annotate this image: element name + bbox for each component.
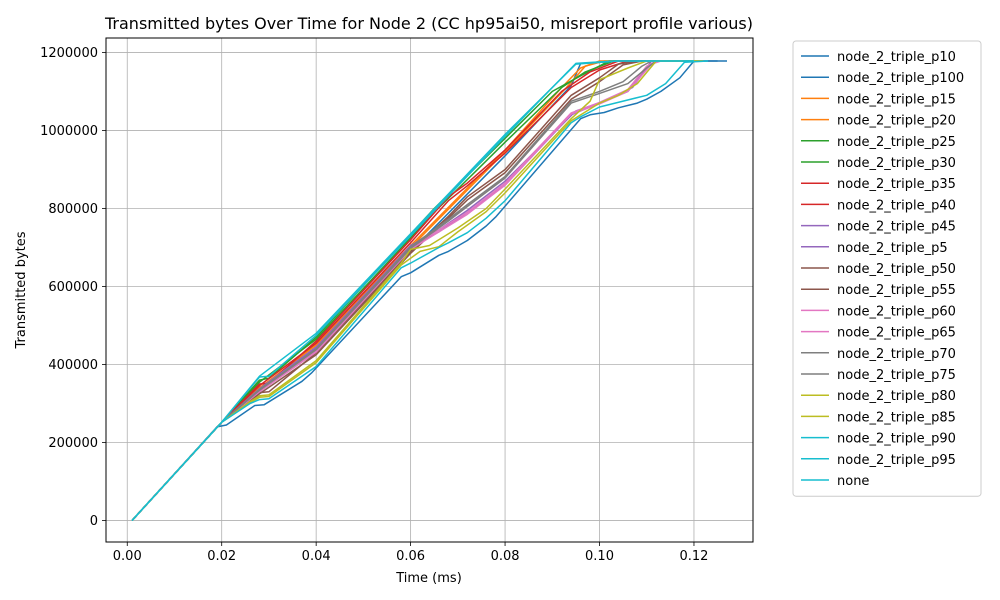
legend-entry: node_2_triple_p60 [837, 304, 956, 319]
legend-frame [792, 40, 982, 497]
chart-title: Transmitted bytes Over Time for Node 2 (… [104, 14, 753, 33]
legend-entry: node_2_triple_p90 [837, 432, 956, 447]
x-tick-label: 0.10 [585, 549, 614, 564]
series-line-node-2-triple-p80 [131, 60, 704, 522]
legend-entry: node_2_triple_p85 [837, 410, 956, 425]
series-line-node-2-triple-p85 [131, 60, 704, 522]
legend-entry: node_2_triple_p30 [837, 156, 956, 171]
legend-entry: node_2_triple_p35 [837, 177, 956, 192]
legend-entry: node_2_triple_p45 [837, 220, 956, 235]
x-tick-label: 0.08 [491, 549, 520, 564]
series-line-node-2-triple-p40 [131, 60, 694, 522]
legend-entry: node_2_triple_p70 [837, 347, 956, 362]
y-tick-label: 800000 [48, 202, 98, 217]
y-tick-label: 0 [90, 514, 98, 529]
x-axis-title: Time (ms) [395, 571, 462, 586]
x-tick-label: 0.04 [302, 549, 331, 564]
legend-entry: node_2_triple_p20 [837, 114, 956, 129]
series-line-node-2-triple-p10 [131, 60, 727, 522]
legend-entry: node_2_triple_p25 [837, 135, 956, 150]
y-tick-label: 1000000 [40, 124, 98, 139]
series-line-node-2-triple-p55 [131, 60, 694, 522]
y-tick-label: 1200000 [40, 46, 98, 61]
legend-entry: node_2_triple_p65 [837, 326, 956, 341]
x-tick-label: 0.06 [396, 549, 425, 564]
y-axis-ticks: 0 200000 400000 600000 800000 1000000 1200000 [40, 46, 106, 529]
x-axis-ticks: 0.00 0.02 0.04 0.06 0.08 0.10 0.12 [113, 542, 708, 564]
legend-entry: node_2_triple_p50 [837, 262, 956, 277]
legend-entry: node_2_triple_p75 [837, 368, 956, 383]
legend-entry: node_2_triple_p100 [837, 71, 964, 86]
series-line-node-2-triple-p95 [131, 60, 709, 522]
series-line-node-2-triple-p65 [131, 60, 694, 522]
x-tick-label: 0.00 [113, 549, 142, 564]
legend: node_2_triple_p10 node_2_triple_p100 node_… [792, 40, 982, 497]
legend-entry: node_2_triple_p5 [837, 241, 948, 256]
x-tick-label: 0.02 [207, 549, 236, 564]
y-tick-label: 600000 [48, 280, 98, 295]
legend-entry: node_2_triple_p10 [837, 50, 956, 65]
y-axis-title: Transmitted bytes [14, 231, 29, 349]
legend-entry: none [837, 474, 869, 489]
legend-entry: node_2_triple_p15 [837, 92, 956, 107]
series-line-none [131, 60, 694, 522]
legend-entry: node_2_triple_p55 [837, 283, 956, 298]
x-tick-label: 0.12 [679, 549, 708, 564]
y-tick-label: 200000 [48, 436, 98, 451]
series-lines [131, 60, 727, 522]
series-line-node-2-triple-p75 [131, 60, 694, 522]
legend-entry: node_2_triple_p80 [837, 389, 956, 404]
legend-entry: node_2_triple_p95 [837, 453, 956, 468]
grid-lines [106, 38, 753, 542]
legend-entry: node_2_triple_p40 [837, 198, 956, 213]
y-tick-label: 400000 [48, 358, 98, 373]
plot-area-frame [105, 37, 754, 543]
